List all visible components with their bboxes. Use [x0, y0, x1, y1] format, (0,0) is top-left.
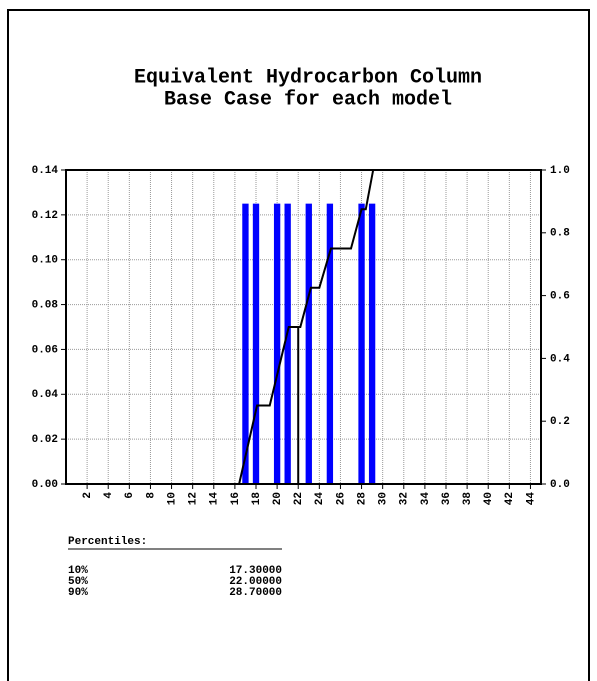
x-tick-label: 44 [525, 492, 537, 506]
y-tick-label: 0.00 [32, 479, 58, 491]
bar [326, 203, 334, 484]
x-tick-label: 6 [124, 492, 136, 499]
y2-tick-label: 1.0 [550, 165, 570, 177]
chart-title: Equivalent Hydrocarbon Column [134, 66, 482, 89]
cumulative-line [238, 169, 375, 485]
bar [284, 203, 291, 484]
y2-tick-label: 0.0 [550, 479, 570, 491]
y2-tick-label: 0.6 [550, 291, 570, 303]
x-tick-label: 38 [462, 492, 474, 506]
bar [252, 203, 260, 484]
x-tick-label: 32 [399, 492, 411, 505]
y-tick-label: 0.02 [32, 434, 58, 446]
x-tick-label: 2 [82, 492, 94, 499]
percentile-label: 10% [68, 565, 88, 577]
bar [305, 203, 312, 484]
bar [358, 203, 365, 484]
x-tick-label: 28 [356, 492, 368, 506]
x-tick-label: 16 [230, 492, 242, 505]
x-tick-label: 4 [103, 492, 115, 499]
x-tick-label: 14 [209, 492, 221, 506]
bar [368, 203, 376, 484]
y-tick-label: 0.06 [32, 344, 58, 356]
x-tick-label: 22 [293, 492, 305, 505]
x-tick-label: 36 [441, 492, 453, 505]
x-tick-label: 42 [504, 492, 516, 505]
y-tick-label: 0.04 [32, 389, 59, 401]
x-tick-label: 10 [166, 492, 178, 505]
y-tick-label: 0.12 [32, 210, 58, 222]
bar [273, 203, 281, 484]
percentile-label: 90% [68, 587, 88, 599]
x-tick-label: 12 [188, 492, 200, 505]
y-tick-label: 0.10 [32, 255, 58, 267]
percentile-label: 50% [68, 576, 88, 588]
chart-title: Base Case for each model [164, 88, 452, 111]
percentile-value: 28.70000 [229, 587, 282, 599]
y2-tick-label: 0.2 [550, 416, 570, 428]
page-frame [7, 9, 590, 681]
x-tick-label: 20 [272, 492, 284, 505]
percentile-value: 22.00000 [229, 576, 282, 588]
x-tick-label: 18 [251, 492, 263, 506]
x-tick-label: 34 [420, 492, 432, 506]
x-tick-label: 40 [483, 492, 495, 505]
x-tick-label: 26 [335, 492, 347, 505]
y2-tick-label: 0.8 [550, 228, 570, 240]
bar [242, 203, 249, 484]
plot-frame [65, 169, 542, 485]
y2-tick-label: 0.4 [550, 353, 570, 365]
y-tick-label: 0.14 [32, 165, 59, 177]
percentiles-title: Percentiles: [68, 536, 147, 548]
x-tick-label: 8 [145, 492, 157, 499]
percentile-value: 17.30000 [229, 565, 282, 577]
y-tick-label: 0.08 [32, 299, 59, 311]
x-tick-label: 30 [378, 492, 390, 505]
x-tick-label: 24 [314, 492, 326, 506]
